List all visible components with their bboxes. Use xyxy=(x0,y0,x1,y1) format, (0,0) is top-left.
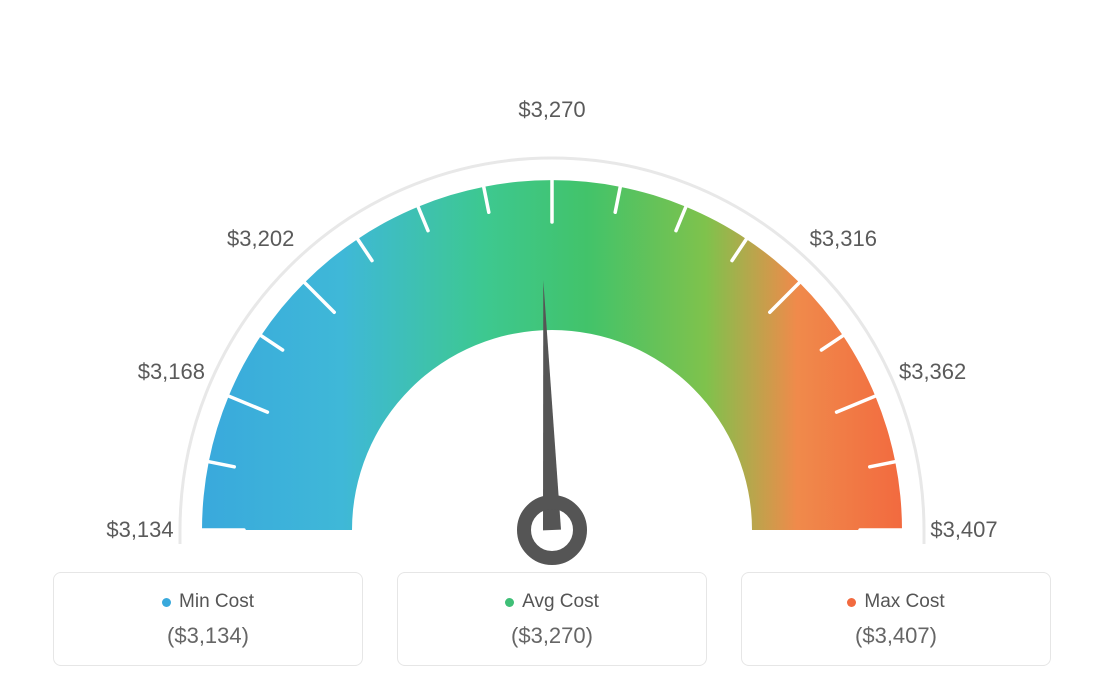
gauge-tick-label: $3,134 xyxy=(106,517,173,543)
max-cost-title-text: Max Cost xyxy=(864,591,944,613)
avg-cost-title: Avg Cost xyxy=(418,591,686,613)
gauge-tick-label: $3,407 xyxy=(930,517,997,543)
gauge-tick-label: $3,202 xyxy=(227,226,294,252)
gauge-tick-label: $3,316 xyxy=(810,226,877,252)
gauge-tick-label: $3,270 xyxy=(518,97,585,123)
min-cost-dot xyxy=(162,598,171,607)
gauge-tick-label: $3,362 xyxy=(899,359,966,385)
avg-cost-dot xyxy=(505,598,514,607)
max-cost-value: ($3,407) xyxy=(762,623,1030,649)
avg-cost-title-text: Avg Cost xyxy=(522,591,599,613)
min-cost-title: Min Cost xyxy=(74,591,342,613)
min-cost-title-text: Min Cost xyxy=(179,591,254,613)
gauge-tick-label: $3,168 xyxy=(138,359,205,385)
max-cost-dot xyxy=(847,598,856,607)
avg-cost-value: ($3,270) xyxy=(418,623,686,649)
min-cost-value: ($3,134) xyxy=(74,623,342,649)
max-cost-title: Max Cost xyxy=(762,591,1030,613)
gauge-chart: $3,134 $3,168 $3,202 $3,270 $3,316 $3,362 $3,4… xyxy=(0,0,1104,560)
